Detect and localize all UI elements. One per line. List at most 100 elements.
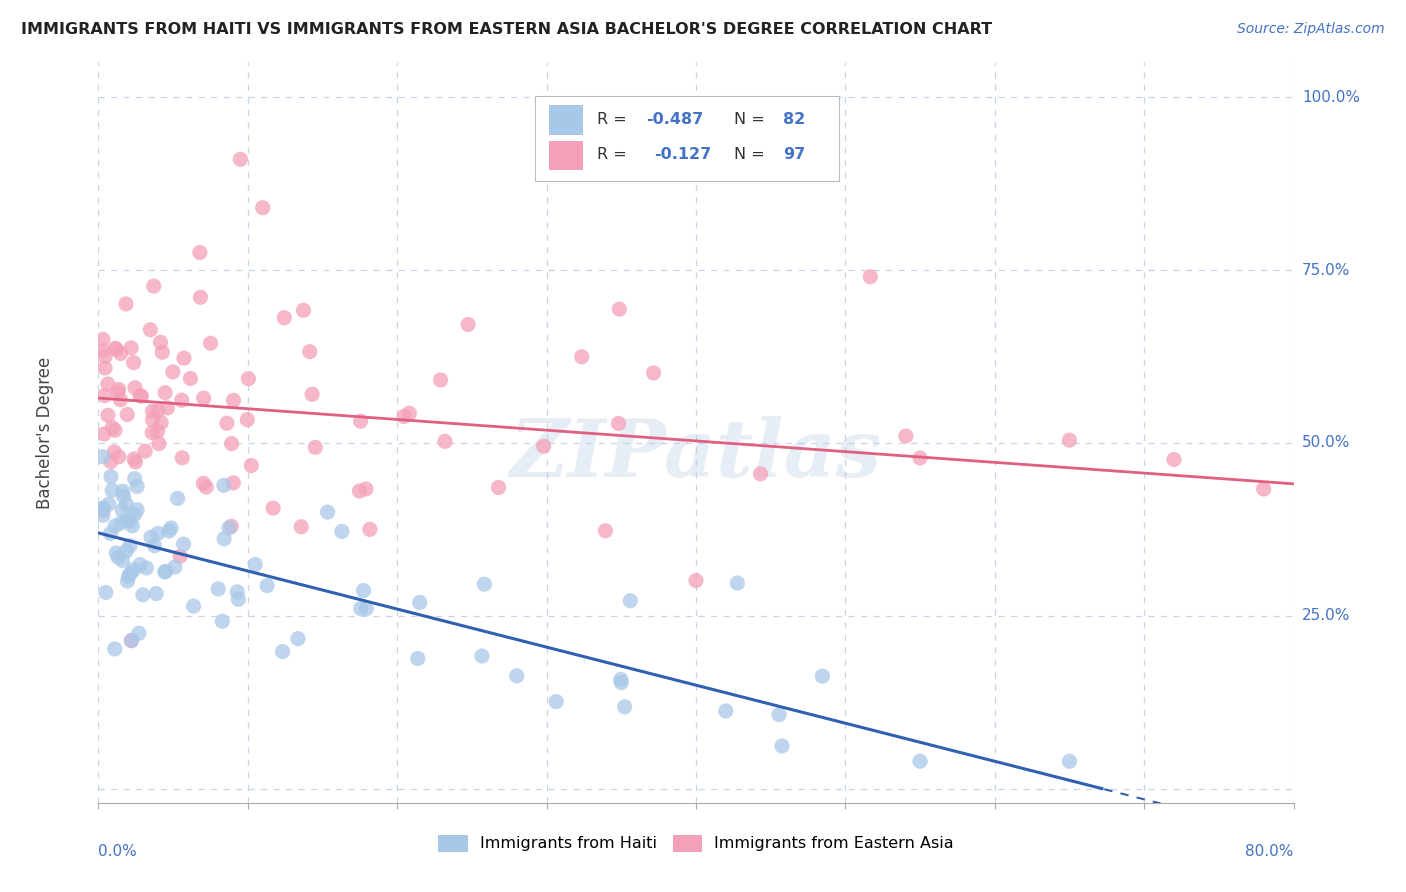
Point (94, 585, 117, 599)
Point (142, 279, 165, 293)
Point (207, 582, 229, 596)
Point (142, 413, 165, 427)
Point (643, 366, 665, 380)
Point (714, 704, 737, 718)
Point (115, 513, 138, 527)
Point (434, 434, 457, 449)
Point (153, 565, 176, 579)
Text: N =: N = (734, 112, 770, 127)
Point (108, 450, 131, 464)
Point (117, 574, 139, 588)
Point (146, 404, 169, 418)
Point (148, 436, 170, 450)
Point (546, 695, 568, 709)
Point (193, 476, 215, 491)
Point (173, 351, 195, 366)
Point (330, 524, 353, 539)
Point (122, 451, 145, 466)
Point (471, 649, 494, 664)
Point (124, 455, 146, 469)
Point (725, 576, 748, 591)
Point (94, 361, 117, 376)
Point (398, 406, 420, 420)
Point (100, 469, 122, 483)
Point (457, 318, 479, 332)
Point (91, 332, 114, 346)
Point (238, 372, 260, 386)
Point (229, 153, 252, 167)
Point (252, 201, 274, 215)
Point (97, 377, 120, 392)
Point (163, 560, 186, 574)
Point (162, 365, 184, 379)
Point (100, 526, 122, 541)
Point (613, 699, 636, 714)
Point (97, 497, 120, 511)
Point (132, 588, 155, 602)
Point (571, 350, 593, 364)
Point (129, 389, 152, 403)
Point (100, 454, 122, 468)
Point (301, 387, 323, 401)
Bar (548, 105, 582, 134)
Point (179, 371, 201, 385)
Point (111, 503, 134, 517)
Point (236, 413, 259, 427)
Point (172, 450, 194, 465)
Point (256, 579, 278, 593)
Point (811, 669, 834, 683)
Bar (534, 95, 839, 181)
Point (124, 507, 146, 521)
Point (120, 566, 142, 581)
Point (166, 491, 188, 506)
Text: IMMIGRANTS FROM HAITI VS IMMIGRANTS FROM EASTERN ASIA BACHELOR'S DEGREE CORRELAT: IMMIGRANTS FROM HAITI VS IMMIGRANTS FROM… (21, 22, 993, 37)
Text: 75.0%: 75.0% (1302, 262, 1350, 277)
Point (157, 524, 180, 538)
Point (193, 391, 215, 405)
Point (1059, 433, 1081, 447)
Text: Source: ZipAtlas.com: Source: ZipAtlas.com (1237, 22, 1385, 37)
Point (115, 408, 138, 422)
Point (221, 436, 243, 450)
Point (94, 349, 117, 363)
Point (139, 323, 162, 337)
Point (127, 479, 149, 493)
Point (304, 441, 326, 455)
Point (91, 343, 114, 358)
Text: 80.0%: 80.0% (1246, 844, 1294, 858)
Point (211, 614, 233, 628)
Text: -0.127: -0.127 (654, 147, 711, 162)
Point (1163, 452, 1185, 467)
Point (406, 651, 429, 665)
Point (190, 290, 212, 304)
Point (103, 445, 125, 459)
Point (610, 675, 633, 690)
Text: 0.0%: 0.0% (98, 844, 138, 858)
Point (129, 558, 152, 572)
Point (409, 595, 432, 609)
Point (115, 497, 138, 511)
Point (1059, 754, 1081, 768)
Text: N =: N = (734, 147, 770, 162)
Point (488, 480, 510, 494)
Legend: Immigrants from Haiti, Immigrants from Eastern Asia: Immigrants from Haiti, Immigrants from E… (432, 829, 960, 858)
Point (101, 420, 124, 434)
Point (124, 381, 146, 395)
Point (111, 484, 134, 499)
Point (212, 478, 235, 492)
Point (143, 539, 166, 553)
Point (128, 626, 150, 640)
Point (173, 537, 195, 551)
Point (105, 343, 128, 357)
Point (121, 519, 143, 533)
Point (91, 501, 114, 516)
Point (349, 484, 371, 499)
Point (156, 401, 179, 415)
Text: Bachelor's Degree: Bachelor's Degree (35, 357, 53, 508)
Point (91, 508, 114, 523)
Point (107, 385, 129, 400)
Point (183, 599, 205, 613)
Point (607, 417, 630, 431)
Point (749, 467, 772, 481)
Point (221, 519, 243, 533)
